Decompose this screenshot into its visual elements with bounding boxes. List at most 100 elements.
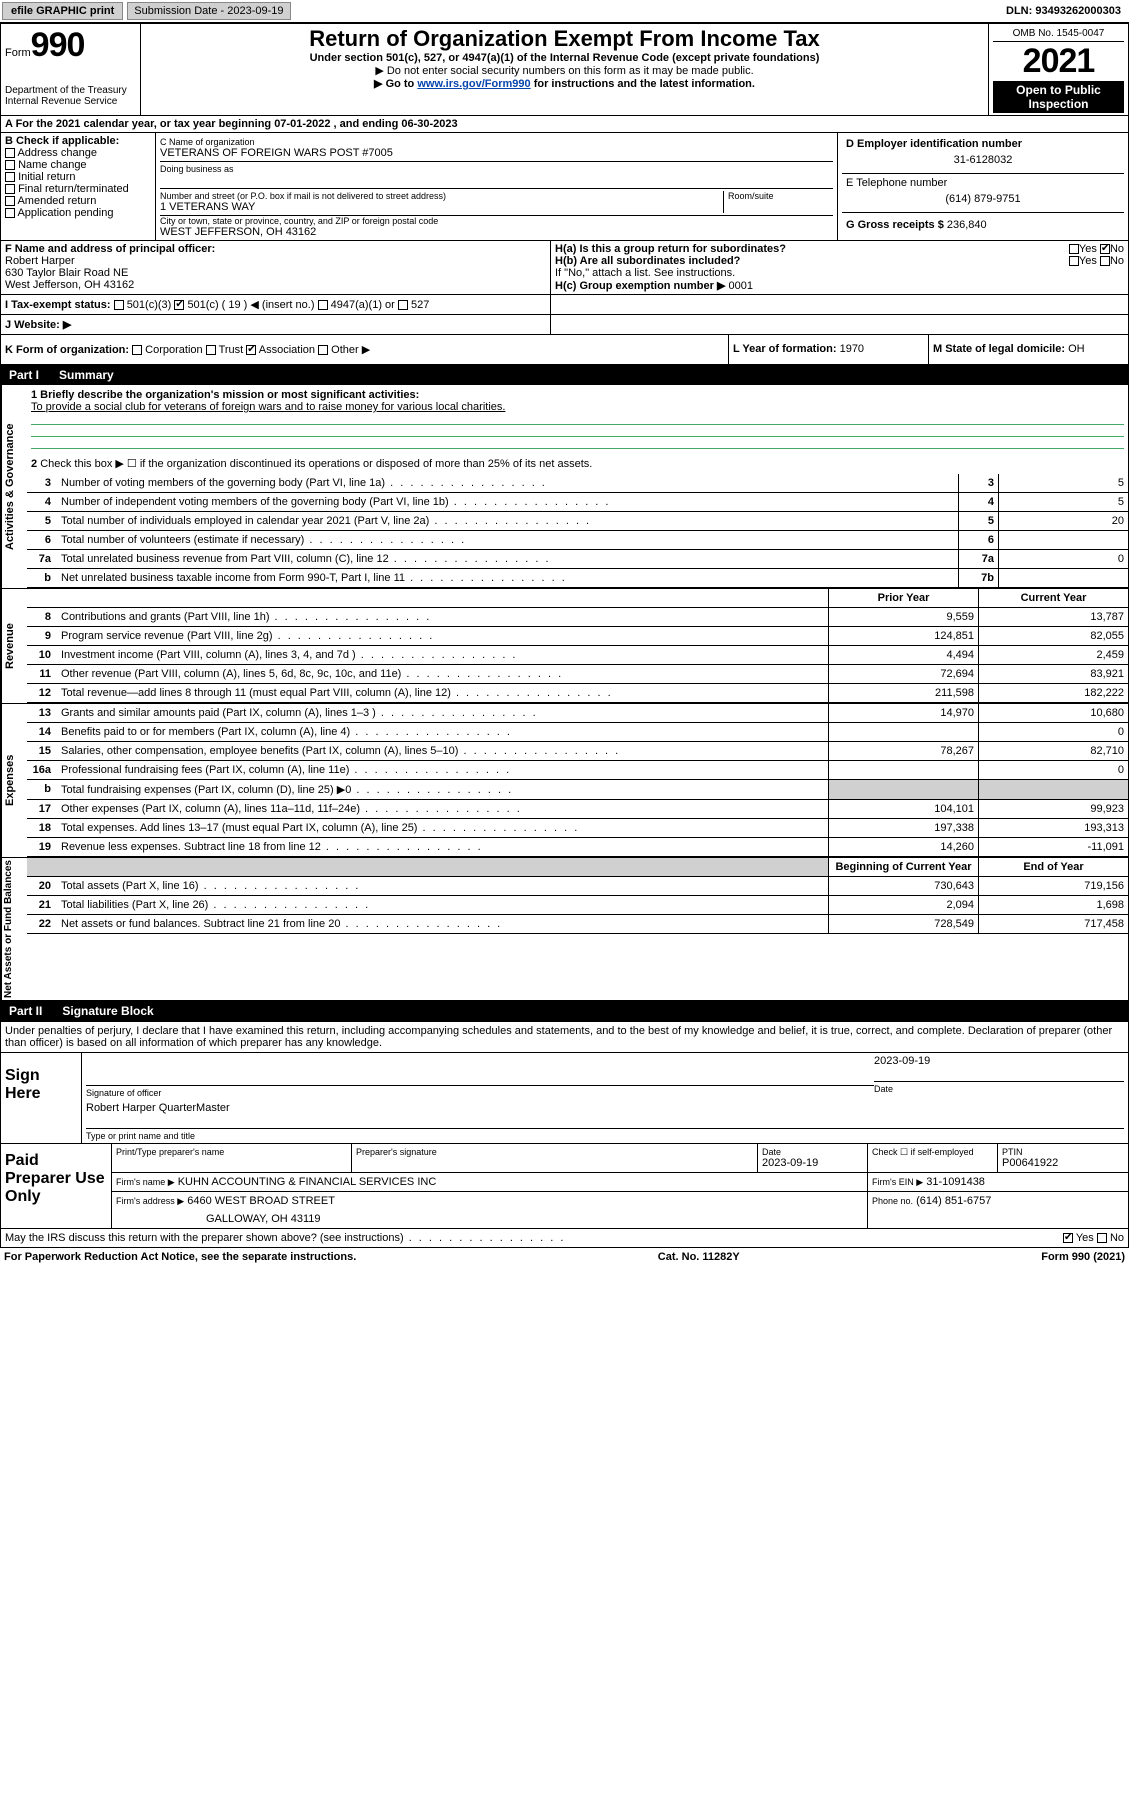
firm-phone-label: Phone no. bbox=[872, 1196, 913, 1206]
chk-application-pending[interactable]: Application pending bbox=[5, 207, 151, 219]
ein-label: D Employer identification number bbox=[846, 138, 1120, 150]
omb-number: OMB No. 1545-0047 bbox=[993, 26, 1124, 42]
form-header: Form990 Department of the Treasury Inter… bbox=[0, 23, 1129, 116]
prep-date-label: Date bbox=[762, 1147, 863, 1157]
line1-label: 1 Briefly describe the organization's mi… bbox=[31, 389, 1124, 401]
city-label: City or town, state or province, country… bbox=[160, 216, 833, 226]
sig-intro: Under penalties of perjury, I declare th… bbox=[1, 1022, 1128, 1052]
row-i: I Tax-exempt status: 501(c)(3) 501(c) ( … bbox=[0, 295, 1129, 315]
table-row: 13Grants and similar amounts paid (Part … bbox=[27, 704, 1128, 723]
row-j: J Website: ▶ bbox=[0, 315, 1129, 335]
org-name-label: C Name of organization bbox=[160, 137, 833, 147]
signature-block: Under penalties of perjury, I declare th… bbox=[0, 1021, 1129, 1144]
submission-date-field: Submission Date - 2023-09-19 bbox=[127, 2, 290, 20]
discuss-row: May the IRS discuss this return with the… bbox=[0, 1229, 1129, 1248]
table-row: 5Total number of individuals employed in… bbox=[27, 512, 1128, 531]
officer-label: F Name and address of principal officer: bbox=[5, 243, 546, 255]
sig-date-label: Date bbox=[874, 1081, 1124, 1094]
table-row: 22Net assets or fund balances. Subtract … bbox=[27, 915, 1128, 934]
form-instr-2: ▶ Go to www.irs.gov/Form990 for instruct… bbox=[145, 77, 984, 90]
phone-value: (614) 879-9751 bbox=[846, 189, 1120, 209]
line-l-label: L Year of formation: bbox=[733, 343, 837, 355]
page-footer: For Paperwork Reduction Act Notice, see … bbox=[0, 1248, 1129, 1266]
prep-name-label: Print/Type preparer's name bbox=[116, 1147, 347, 1157]
table-row: 3Number of voting members of the governi… bbox=[27, 474, 1128, 493]
officer-addr1: 630 Taylor Blair Road NE bbox=[5, 267, 546, 279]
table-row: 20Total assets (Part X, line 16)730,6437… bbox=[27, 877, 1128, 896]
table-row: 7aTotal unrelated business revenue from … bbox=[27, 550, 1128, 569]
chk-initial-return[interactable]: Initial return bbox=[5, 171, 151, 183]
firm-addr2: GALLOWAY, OH 43119 bbox=[116, 1207, 863, 1225]
tax-year: 2021 bbox=[993, 42, 1124, 81]
line-m-label: M State of legal domicile: bbox=[933, 343, 1065, 355]
firm-ein: 31-1091438 bbox=[926, 1176, 985, 1188]
table-row: 17Other expenses (Part IX, column (A), l… bbox=[27, 800, 1128, 819]
col-begin-year: Beginning of Current Year bbox=[828, 858, 978, 877]
dln-label: DLN: 93493262000303 bbox=[1006, 5, 1127, 17]
line1-text: To provide a social club for veterans of… bbox=[31, 401, 1124, 413]
table-row: 11Other revenue (Part VIII, column (A), … bbox=[27, 665, 1128, 684]
chk-name-change[interactable]: Name change bbox=[5, 159, 151, 171]
block-b-title: B Check if applicable: bbox=[5, 135, 151, 147]
ptin-value: P00641922 bbox=[1002, 1157, 1124, 1169]
part1-gov-block: Activities & Governance 1 Briefly descri… bbox=[0, 385, 1129, 589]
form-title: Return of Organization Exempt From Incom… bbox=[145, 26, 984, 52]
sidebar-net-assets: Net Assets or Fund Balances bbox=[1, 858, 27, 1000]
firm-addr-label: Firm's address ▶ bbox=[116, 1196, 184, 1206]
phone-label: E Telephone number bbox=[846, 177, 1120, 189]
table-row: bNet unrelated business taxable income f… bbox=[27, 569, 1128, 588]
form-no-footer: Form 990 (2021) bbox=[1041, 1251, 1125, 1263]
irs-link[interactable]: www.irs.gov/Form990 bbox=[417, 78, 530, 90]
sig-date: 2023-09-19 bbox=[874, 1055, 1124, 1067]
table-row: 14Benefits paid to or for members (Part … bbox=[27, 723, 1128, 742]
part-1-header: Part I Summary bbox=[0, 365, 1129, 385]
block-bcd: B Check if applicable: Address change Na… bbox=[0, 133, 1129, 241]
org-address: 1 VETERANS WAY bbox=[160, 201, 723, 213]
chk-final-return[interactable]: Final return/terminated bbox=[5, 183, 151, 195]
sig-name-label: Type or print name and title bbox=[86, 1128, 1124, 1141]
hb-row: H(b) Are all subordinates included? Yes … bbox=[555, 255, 1124, 267]
sidebar-revenue: Revenue bbox=[1, 589, 27, 703]
org-name: VETERANS OF FOREIGN WARS POST #7005 bbox=[160, 147, 833, 159]
officer-addr2: West Jefferson, OH 43162 bbox=[5, 279, 546, 291]
efile-print-button[interactable]: efile GRAPHIC print bbox=[2, 2, 123, 20]
row-klm: K Form of organization: Corporation Trus… bbox=[0, 335, 1129, 365]
chk-amended-return[interactable]: Amended return bbox=[5, 195, 151, 207]
line-k-label: K Form of organization: bbox=[5, 344, 129, 356]
prep-sig-label: Preparer's signature bbox=[356, 1147, 753, 1157]
table-row: 21Total liabilities (Part X, line 26)2,0… bbox=[27, 896, 1128, 915]
line-l-value: 1970 bbox=[840, 343, 864, 355]
table-row: 4Number of independent voting members of… bbox=[27, 493, 1128, 512]
table-row: 19Revenue less expenses. Subtract line 1… bbox=[27, 838, 1128, 857]
form-subtitle-1: Under section 501(c), 527, or 4947(a)(1)… bbox=[145, 52, 984, 64]
col-end-year: End of Year bbox=[978, 858, 1128, 877]
addr-label: Number and street (or P.O. box if mail i… bbox=[160, 191, 723, 201]
part-2-header: Part II Signature Block bbox=[0, 1001, 1129, 1021]
table-row: 9Program service revenue (Part VIII, lin… bbox=[27, 627, 1128, 646]
room-label: Room/suite bbox=[728, 191, 833, 201]
sidebar-activities: Activities & Governance bbox=[1, 385, 27, 588]
paid-preparer-label: Paid Preparer Use Only bbox=[1, 1144, 111, 1228]
sign-here-label: Sign Here bbox=[1, 1052, 81, 1143]
ha-row: H(a) Is this a group return for subordin… bbox=[555, 243, 1124, 255]
firm-phone: (614) 851-6757 bbox=[916, 1195, 991, 1207]
chk-address-change[interactable]: Address change bbox=[5, 147, 151, 159]
prep-self-employed[interactable]: Check ☐ if self-employed bbox=[868, 1144, 998, 1172]
sig-name: Robert Harper QuarterMaster bbox=[86, 1102, 1124, 1114]
top-bar: efile GRAPHIC print Submission Date - 20… bbox=[0, 0, 1129, 23]
ptin-label: PTIN bbox=[1002, 1147, 1124, 1157]
firm-addr1: 6460 WEST BROAD STREET bbox=[187, 1195, 335, 1207]
table-row: 12Total revenue—add lines 8 through 11 (… bbox=[27, 684, 1128, 703]
gross-value: 236,840 bbox=[947, 219, 987, 231]
hb-note: If "No," attach a list. See instructions… bbox=[555, 267, 1124, 279]
table-row: 10Investment income (Part VIII, column (… bbox=[27, 646, 1128, 665]
table-row: 16aProfessional fundraising fees (Part I… bbox=[27, 761, 1128, 780]
form-instr-1: ▶ Do not enter social security numbers o… bbox=[145, 64, 984, 77]
gross-label: G Gross receipts $ bbox=[846, 219, 944, 231]
line2-text: Check this box ▶ ☐ if the organization d… bbox=[40, 458, 592, 470]
hc-row: H(c) Group exemption number ▶ 0001 bbox=[555, 279, 1124, 292]
col-current-year: Current Year bbox=[978, 589, 1128, 608]
table-row: 18Total expenses. Add lines 13–17 (must … bbox=[27, 819, 1128, 838]
officer-name: Robert Harper bbox=[5, 255, 546, 267]
sidebar-expenses: Expenses bbox=[1, 704, 27, 857]
